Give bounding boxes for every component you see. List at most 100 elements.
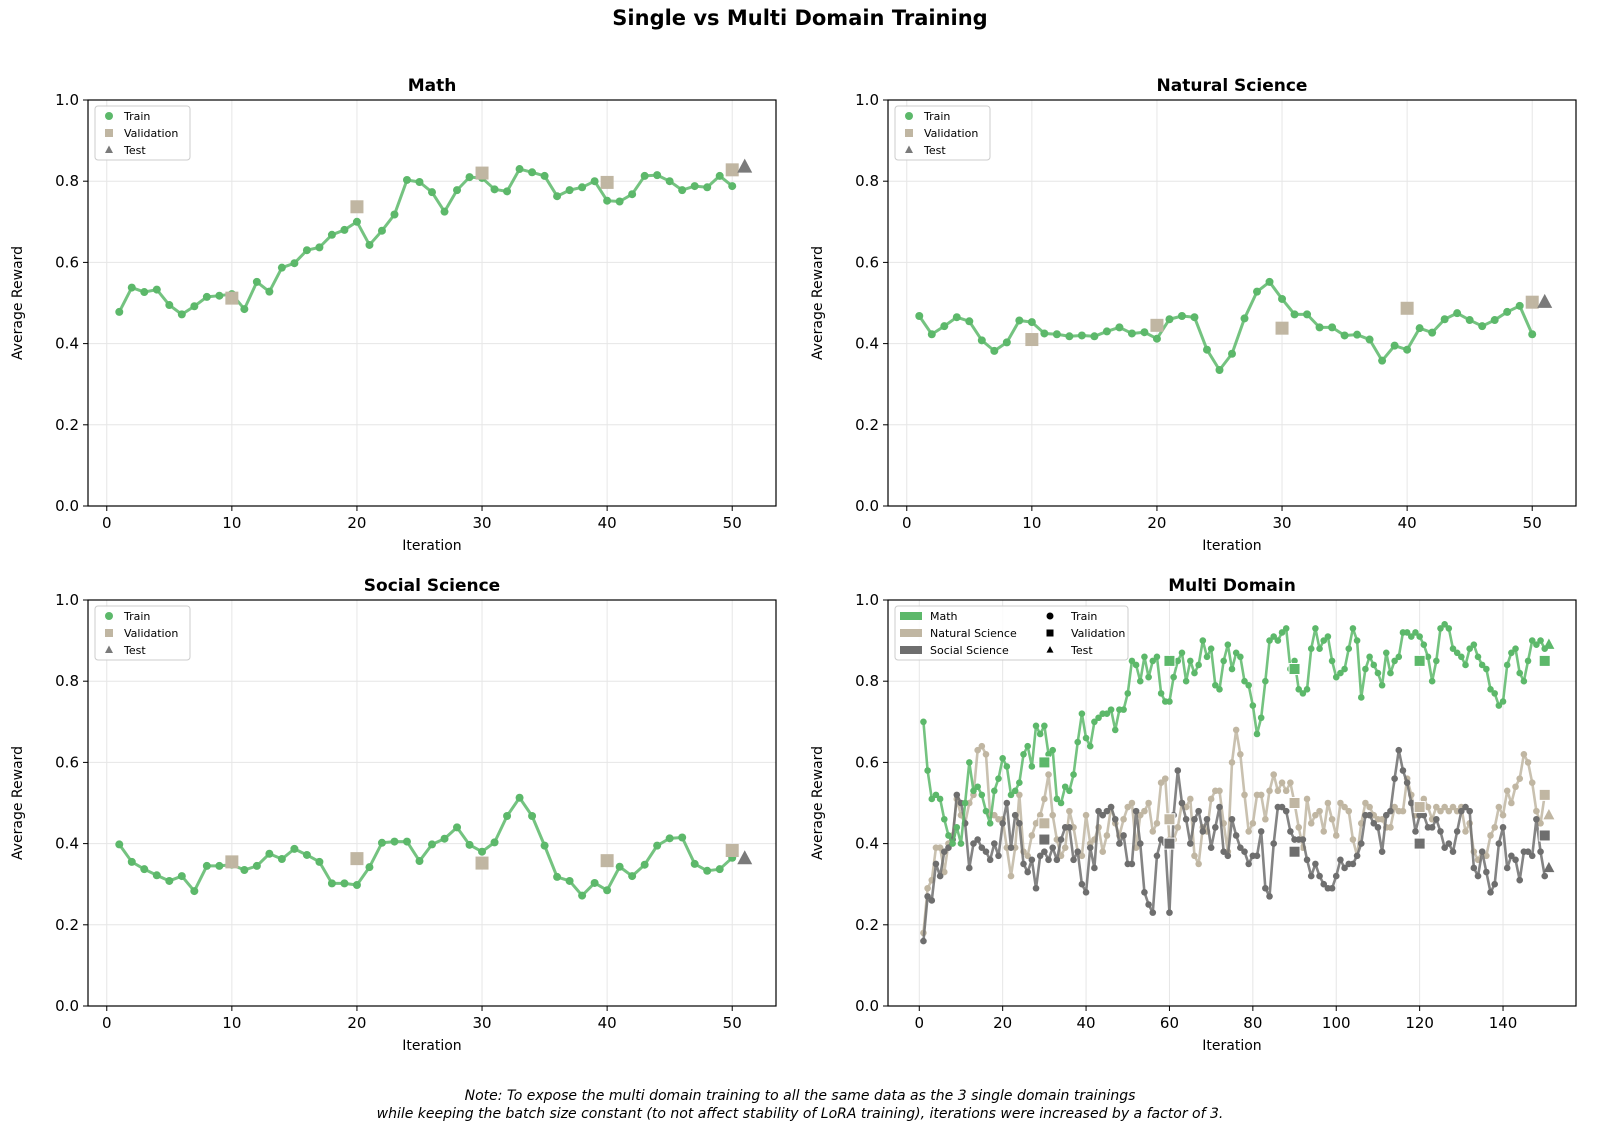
- train-point: [1387, 824, 1394, 831]
- train-point: [1462, 828, 1469, 835]
- train-point: [1028, 832, 1036, 839]
- train-point: [1157, 690, 1165, 697]
- train-point: [665, 177, 674, 186]
- axes: 0 10 20 30 40 50 0.0 0.2 0.4 0.6 0.8 1.0 Iteration Av…: [810, 91, 1542, 554]
- validation-point: [1288, 845, 1301, 858]
- train-point: [1041, 722, 1048, 730]
- train-point: [1153, 852, 1161, 860]
- train-point: [1166, 698, 1173, 705]
- train-point: [1141, 653, 1148, 661]
- validation-point: [1525, 295, 1539, 309]
- y-tick-label: 0.4: [855, 335, 879, 353]
- series-validation: [225, 163, 739, 305]
- train-point: [115, 307, 124, 316]
- validation-point: [1275, 321, 1289, 335]
- x-axis-label: Iteration: [1202, 1038, 1261, 1054]
- train-point: [940, 848, 948, 856]
- train-point: [1328, 815, 1336, 823]
- plot-area: [920, 621, 1555, 945]
- train-point: [1387, 669, 1394, 677]
- train-point: [995, 852, 1002, 860]
- train-point: [936, 844, 944, 851]
- train-point: [1016, 791, 1023, 799]
- train-point: [978, 844, 986, 851]
- y-tick-label: 0.8: [855, 672, 879, 690]
- train-point: [1040, 329, 1049, 338]
- train-point: [1078, 852, 1086, 860]
- train-point: [1462, 803, 1469, 811]
- train-point: [1407, 799, 1415, 807]
- train-point: [578, 891, 587, 900]
- train-point: [1212, 824, 1219, 831]
- train-point: [1049, 844, 1057, 851]
- train-point: [302, 850, 311, 859]
- x-tick-label: 0: [102, 1014, 112, 1032]
- train-point: [915, 311, 924, 320]
- x-tick-label: 20: [347, 1014, 366, 1032]
- train-point: [1020, 750, 1027, 758]
- train-point: [1216, 787, 1223, 795]
- validation-point: [1413, 801, 1426, 814]
- train-point: [152, 871, 161, 880]
- train-point: [1508, 852, 1515, 860]
- x-tick-label: 30: [1272, 514, 1291, 532]
- train-point: [1152, 334, 1161, 343]
- train-point: [1057, 836, 1065, 843]
- y-axis-label: Average Reward: [810, 746, 826, 860]
- train-point: [1312, 811, 1319, 819]
- train-point: [1316, 872, 1323, 880]
- validation-point: [350, 200, 364, 214]
- validation-point: [475, 856, 489, 870]
- train-point: [1111, 726, 1119, 734]
- train-point: [377, 226, 386, 235]
- y-tick-label: 1.0: [855, 591, 879, 609]
- train-point: [920, 937, 927, 945]
- train-point: [928, 795, 936, 803]
- train-point: [982, 750, 990, 758]
- train-point: [1066, 824, 1073, 831]
- x-tick-label: 80: [1243, 1014, 1262, 1032]
- chart-math: Math 0 10 20 30 40 50 0.0 0.2 0.4 0.6 0.8 1.0 Iterati…: [10, 76, 777, 554]
- train-point: [1491, 824, 1498, 831]
- train-point: [1102, 327, 1111, 336]
- train-point: [1270, 840, 1277, 847]
- train-point: [1307, 820, 1315, 827]
- validation-point: [225, 291, 239, 305]
- train-point: [1420, 795, 1428, 803]
- train-point: [1337, 669, 1344, 677]
- train-point: [715, 171, 724, 180]
- validation-point: [1288, 663, 1301, 676]
- train-point: [1445, 625, 1453, 632]
- train-point: [1295, 824, 1303, 831]
- train-point: [1266, 637, 1273, 644]
- train-point: [1328, 323, 1337, 332]
- train-point: [928, 897, 936, 904]
- train-point: [1278, 629, 1286, 636]
- legend-marker-test: [905, 145, 913, 154]
- y-tick-label: 0.8: [55, 672, 79, 690]
- train-point: [1282, 807, 1290, 815]
- train-point: [1324, 633, 1332, 640]
- train-point: [590, 878, 599, 887]
- train-point: [1191, 669, 1198, 677]
- train-point: [127, 283, 136, 292]
- train-point: [265, 849, 274, 858]
- train-point: [1470, 641, 1478, 648]
- series-validation: [225, 844, 739, 870]
- train-point: [1483, 868, 1490, 876]
- train-point: [1145, 901, 1152, 908]
- plot-area: [115, 793, 753, 900]
- train-point: [1103, 807, 1111, 815]
- plot-area: [115, 158, 753, 319]
- train-point: [1202, 345, 1211, 354]
- train-point: [1003, 763, 1011, 770]
- y-tick-label: 0.0: [855, 497, 879, 515]
- y-tick-label: 1.0: [55, 91, 79, 109]
- legend-marker-validation: [905, 129, 913, 137]
- train-point: [1274, 637, 1282, 644]
- legend-frame: [894, 105, 991, 161]
- train-point: [1070, 771, 1077, 778]
- train-point: [1412, 828, 1419, 835]
- train-point: [327, 230, 336, 239]
